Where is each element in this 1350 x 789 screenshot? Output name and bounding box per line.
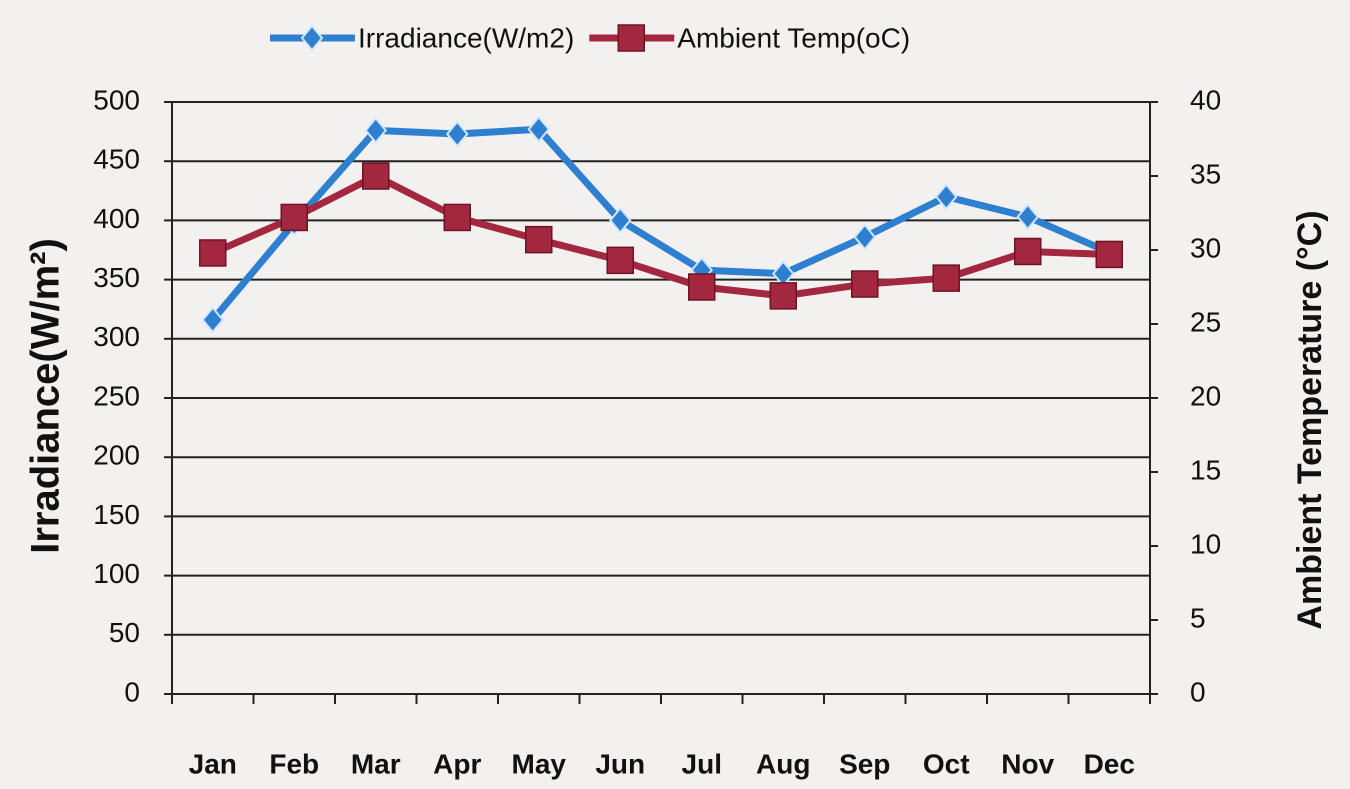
y-tick-label: 350 xyxy=(93,262,140,293)
y-tick-label: 450 xyxy=(93,144,140,175)
data-point xyxy=(932,264,960,292)
x-tick-label: Jul xyxy=(682,748,722,779)
x-tick-label: Jun xyxy=(595,748,645,779)
data-point xyxy=(443,203,471,232)
data-point xyxy=(934,183,958,211)
data-point xyxy=(364,116,388,144)
legend-marker xyxy=(300,24,324,52)
y2-tick-label: 20 xyxy=(1190,380,1221,411)
series-line xyxy=(210,125,1111,323)
x-tick-label: Aug xyxy=(756,748,810,779)
y-tick-label: 150 xyxy=(93,499,140,530)
data-point xyxy=(525,225,553,254)
x-tick-label: Oct xyxy=(923,748,970,779)
data-point xyxy=(201,306,225,334)
y2-axis-label: Ambient Temperature (°C) xyxy=(1291,210,1329,629)
y2-tick-label: 15 xyxy=(1190,454,1221,485)
data-point xyxy=(199,239,227,267)
data-point xyxy=(688,273,716,301)
y-tick-label: 100 xyxy=(93,558,140,589)
legend-marker xyxy=(617,24,646,52)
data-point xyxy=(280,203,308,232)
y-tick-label: 300 xyxy=(93,321,140,352)
x-tick-label: Mar xyxy=(351,748,401,779)
y2-tick-label: 35 xyxy=(1190,158,1221,189)
y-tick-label: 200 xyxy=(93,440,140,471)
x-tick-label: Nov xyxy=(1001,748,1054,779)
data-point xyxy=(769,282,797,310)
data-point xyxy=(445,120,469,148)
data-point xyxy=(853,223,877,251)
y2-tick-label: 5 xyxy=(1190,602,1206,633)
data-point xyxy=(362,162,390,190)
y-axis-label: Irradiance(W/m²) xyxy=(24,238,68,554)
x-tick-label: Feb xyxy=(269,748,319,779)
x-tick-label: Sep xyxy=(839,748,890,779)
data-point xyxy=(527,115,551,143)
x-tick-label: Apr xyxy=(433,748,481,779)
data-point xyxy=(606,246,634,275)
y2-tick-label: 25 xyxy=(1190,306,1221,337)
data-point xyxy=(1016,203,1040,231)
y-tick-label: 250 xyxy=(93,380,140,411)
data-point xyxy=(1014,237,1042,266)
legend-label: Ambient Temp(oC) xyxy=(677,22,910,53)
legend-label: Irradiance(W/m2) xyxy=(358,22,574,53)
y2-tick-label: 10 xyxy=(1190,528,1221,559)
x-tick-label: Jan xyxy=(189,748,237,779)
data-point xyxy=(1095,240,1123,269)
y2-tick-label: 0 xyxy=(1190,676,1206,707)
y-tick-label: 500 xyxy=(93,84,140,115)
data-point xyxy=(851,270,879,298)
y-tick-label: 50 xyxy=(109,617,140,648)
y2-tick-label: 30 xyxy=(1190,232,1221,263)
y-tick-label: 400 xyxy=(93,203,140,234)
y-tick-label: 0 xyxy=(124,676,140,707)
x-tick-label: May xyxy=(512,748,567,779)
x-tick-label: Dec xyxy=(1084,748,1135,779)
y2-tick-label: 40 xyxy=(1190,84,1221,115)
data-point xyxy=(608,206,632,234)
